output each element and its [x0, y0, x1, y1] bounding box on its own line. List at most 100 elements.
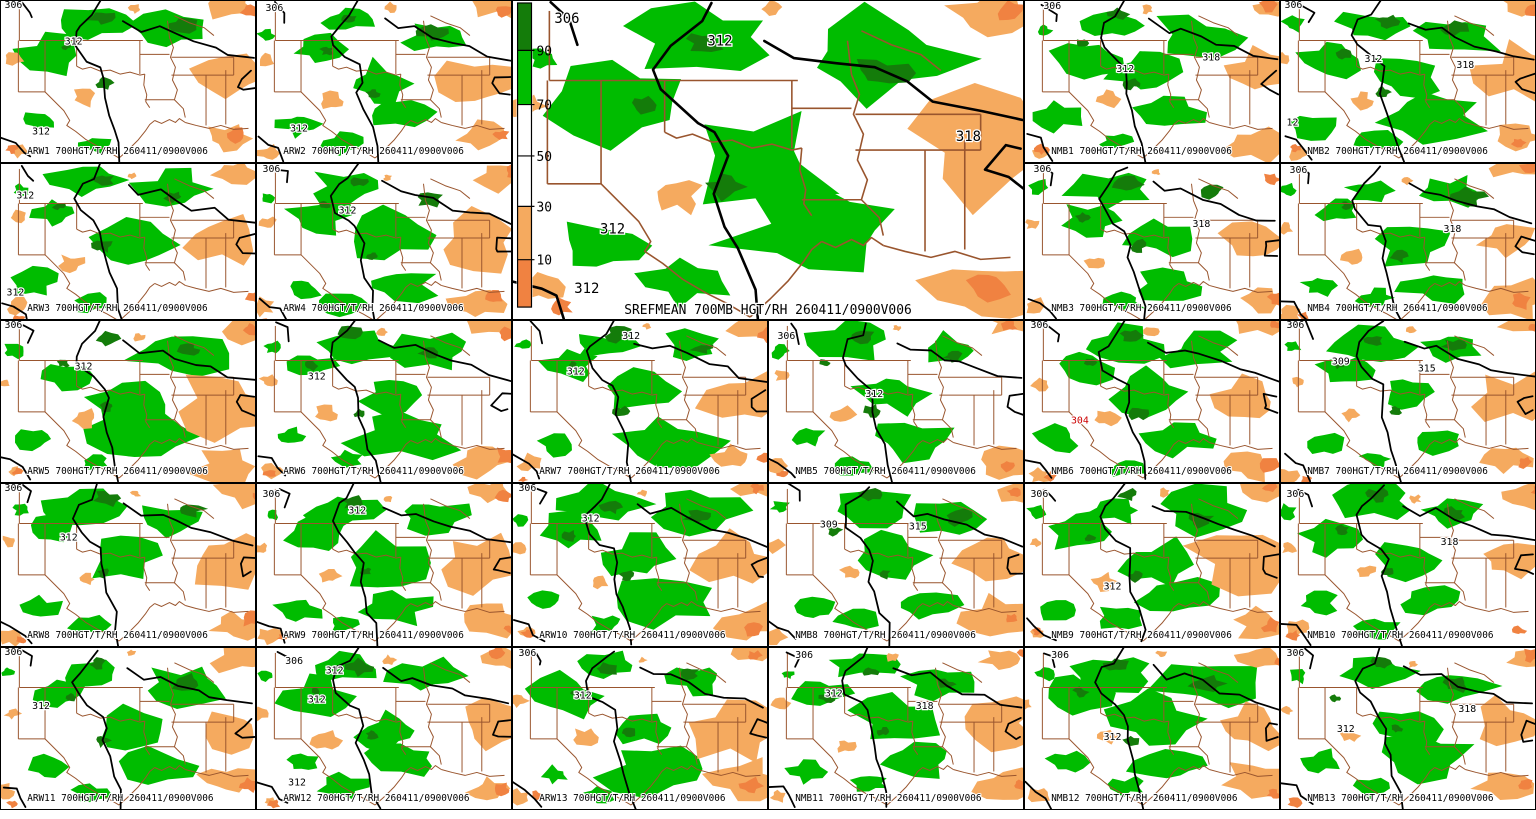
contour-label: 306 [519, 484, 537, 494]
rh-fill-dark-orange-layer [1032, 484, 1279, 636]
rh-fill-dark-green-layer [1329, 656, 1467, 733]
state-borders-layer [529, 652, 761, 806]
panel-title: NMB8 700HGT/T/RH 260411/0900V006 [795, 630, 976, 641]
state-borders-layer [785, 325, 1017, 479]
height-contour-layer [257, 484, 511, 646]
map-arw11: 306 312 ARW11 700HGT/T/RH 260411/0900V006 [1, 648, 255, 809]
contour-label: 318 [1456, 60, 1474, 71]
panel-arw5: 306 312 ARW5 700HGT/T/RH 260411/0900V006 [0, 320, 256, 483]
contour-label: 306 [1287, 648, 1305, 659]
rh-fill-dark-green-layer [818, 667, 957, 736]
panel-title: NMB7 700HGT/T/RH 260411/0900V006 [1307, 466, 1488, 477]
height-contour-layer [257, 648, 511, 809]
rh-fill-green-layer [4, 336, 230, 471]
rh-fill-dark-green-layer [61, 12, 198, 90]
map-nmb5: 306 312 NMB5 700HGT/T/RH 260411/0900V006 [769, 321, 1023, 482]
height-contour-layer [513, 321, 767, 482]
colorbar-segment [517, 50, 532, 105]
panel-nmb4: 306 318 NMB4 700HGT/T/RH 260411/0900V006 [1280, 163, 1536, 320]
rh-fill-dark-green-layer [319, 177, 443, 260]
contour-label: 312 [1104, 582, 1122, 593]
height-contour-layer [257, 1, 511, 162]
contour-label: 306 [263, 489, 281, 500]
state-borders-layer [1041, 168, 1273, 319]
state-borders-layer [1041, 652, 1273, 806]
rh-fill-orange-layer [1025, 169, 1279, 314]
state-borders-layer [1297, 5, 1529, 159]
contour-label: 315 [909, 521, 927, 532]
contour-label: 312 [1104, 732, 1122, 743]
panel-title: NMB11 700HGT/T/RH 260411/0900V006 [795, 793, 982, 804]
height-contour-layer [1, 484, 255, 646]
rh-fill-dark-orange-layer [11, 323, 255, 475]
height-contour-layer [1284, 1, 1535, 162]
colorbar-outline [516, 2, 533, 308]
rh-fill-dark-orange-layer [776, 321, 1018, 478]
height-contour-layer [1026, 484, 1279, 643]
state-borders-layer [1297, 325, 1529, 479]
contour-label: 312 [574, 690, 592, 701]
height-contour-layer [257, 321, 511, 482]
contour-label: 312 [65, 36, 83, 47]
contour-label: 318 [1458, 704, 1476, 715]
height-contour-layer [1025, 648, 1279, 809]
colorbar-segment [517, 206, 532, 260]
contour-label: 306 [5, 484, 23, 494]
height-contour-layer [1281, 165, 1535, 319]
contour-label: 312 [290, 123, 308, 134]
colorbar-tick-label: 90 [536, 44, 552, 59]
rh-fill-dark-orange-layer [262, 164, 511, 319]
rh-fill-orange-layer [257, 484, 511, 646]
contour-label: 312 [567, 366, 585, 377]
panel-title: ARW9 700HGT/T/RH 260411/0900V006 [283, 630, 464, 641]
contour-label: 312 [707, 34, 732, 50]
panel-nmb10: 306 318 NMB10 700HGT/T/RH 260411/0900V006 [1280, 483, 1536, 647]
height-contour-layer [769, 322, 1023, 482]
rh-fill-orange-layer [1281, 321, 1535, 482]
contour-label: 306 [1031, 489, 1049, 500]
map-nmb11: 306 312 318 NMB11 700HGT/T/RH 260411/0900V0… [769, 648, 1023, 809]
rh-fill-orange-layer [1028, 321, 1279, 482]
map-arw9: 306 312 ARW9 700HGT/T/RH 260411/0900V006 [257, 484, 511, 646]
panel-arw2: 306 312 ARW2 700HGT/T/RH 260411/0900V006 [256, 0, 512, 163]
contour-label: 304 [1071, 416, 1089, 427]
height-contour-layer [1281, 648, 1535, 809]
contour-label: 306 [1285, 1, 1303, 11]
colorbar-tick-label: 70 [536, 99, 552, 114]
rh-fill-orange-layer [513, 484, 767, 641]
contour-label: 312 [865, 389, 883, 400]
contour-label: 312 [308, 371, 326, 382]
map-arw1: 306 312 312 ARW1 700HGT/T/RH 260411/0900V00… [1, 1, 255, 162]
panel-title: NMB3 700HGT/T/RH 260411/0900V006 [1051, 303, 1232, 314]
rh-fill-dark-orange-layer [1006, 487, 1021, 623]
map-nmb2: 306 312 318 12 NMB2 700HGT/T/RH 260411/0900V… [1281, 1, 1535, 162]
map-arw4: 306 312 ARW4 700HGT/T/RH 260411/0900V006 [257, 164, 511, 319]
rh-fill-dark-orange-layer [1014, 649, 1023, 791]
map-arw2: 306 312 ARW2 700HGT/T/RH 260411/0900V006 [257, 1, 511, 162]
panel-arw13: 306 312 ARW13 700HGT/T/RH 260411/0900V006 [512, 647, 768, 810]
rh-fill-dark-orange-layer [1287, 648, 1535, 808]
colorbar-segment [517, 2, 532, 51]
contour-label: 312 [308, 694, 326, 705]
contour-label: 312 [348, 506, 366, 517]
height-contour-layer [1027, 165, 1279, 319]
contour-label: 309 [1332, 356, 1350, 367]
map-nmb6: 306 304 NMB6 700HGT/T/RH 260411/0900V006 [1025, 321, 1279, 482]
panel-arw1: 306 312 312 ARW1 700HGT/T/RH 260411/0900V00… [0, 0, 256, 163]
panel-arw11: 306 312 ARW11 700HGT/T/RH 260411/0900V006 [0, 647, 256, 810]
panel-title: NMB2 700HGT/T/RH 260411/0900V006 [1307, 146, 1488, 157]
rh-fill-dark-green-layer [561, 500, 711, 582]
panel-nmb7: 306 309 315 NMB7 700HGT/T/RH 260411/0900V00… [1280, 320, 1536, 483]
state-borders-layer [1041, 488, 1273, 642]
contour-label: 306 [5, 648, 23, 658]
state-borders-layer [1297, 652, 1529, 806]
rh-fill-orange-layer [516, 321, 767, 472]
state-borders-layer [529, 488, 761, 642]
height-contour-layer [769, 648, 1023, 809]
state-borders-layer [546, 10, 1011, 318]
rh-fill-dark-orange-layer [16, 492, 255, 644]
state-borders-layer [273, 652, 505, 806]
panel-nmb3: 306 318 NMB3 700HGT/T/RH 260411/0900V006 [1024, 163, 1280, 320]
map-nmb8: 309 315 NMB8 700HGT/T/RH 260411/0900V006 [769, 484, 1023, 646]
